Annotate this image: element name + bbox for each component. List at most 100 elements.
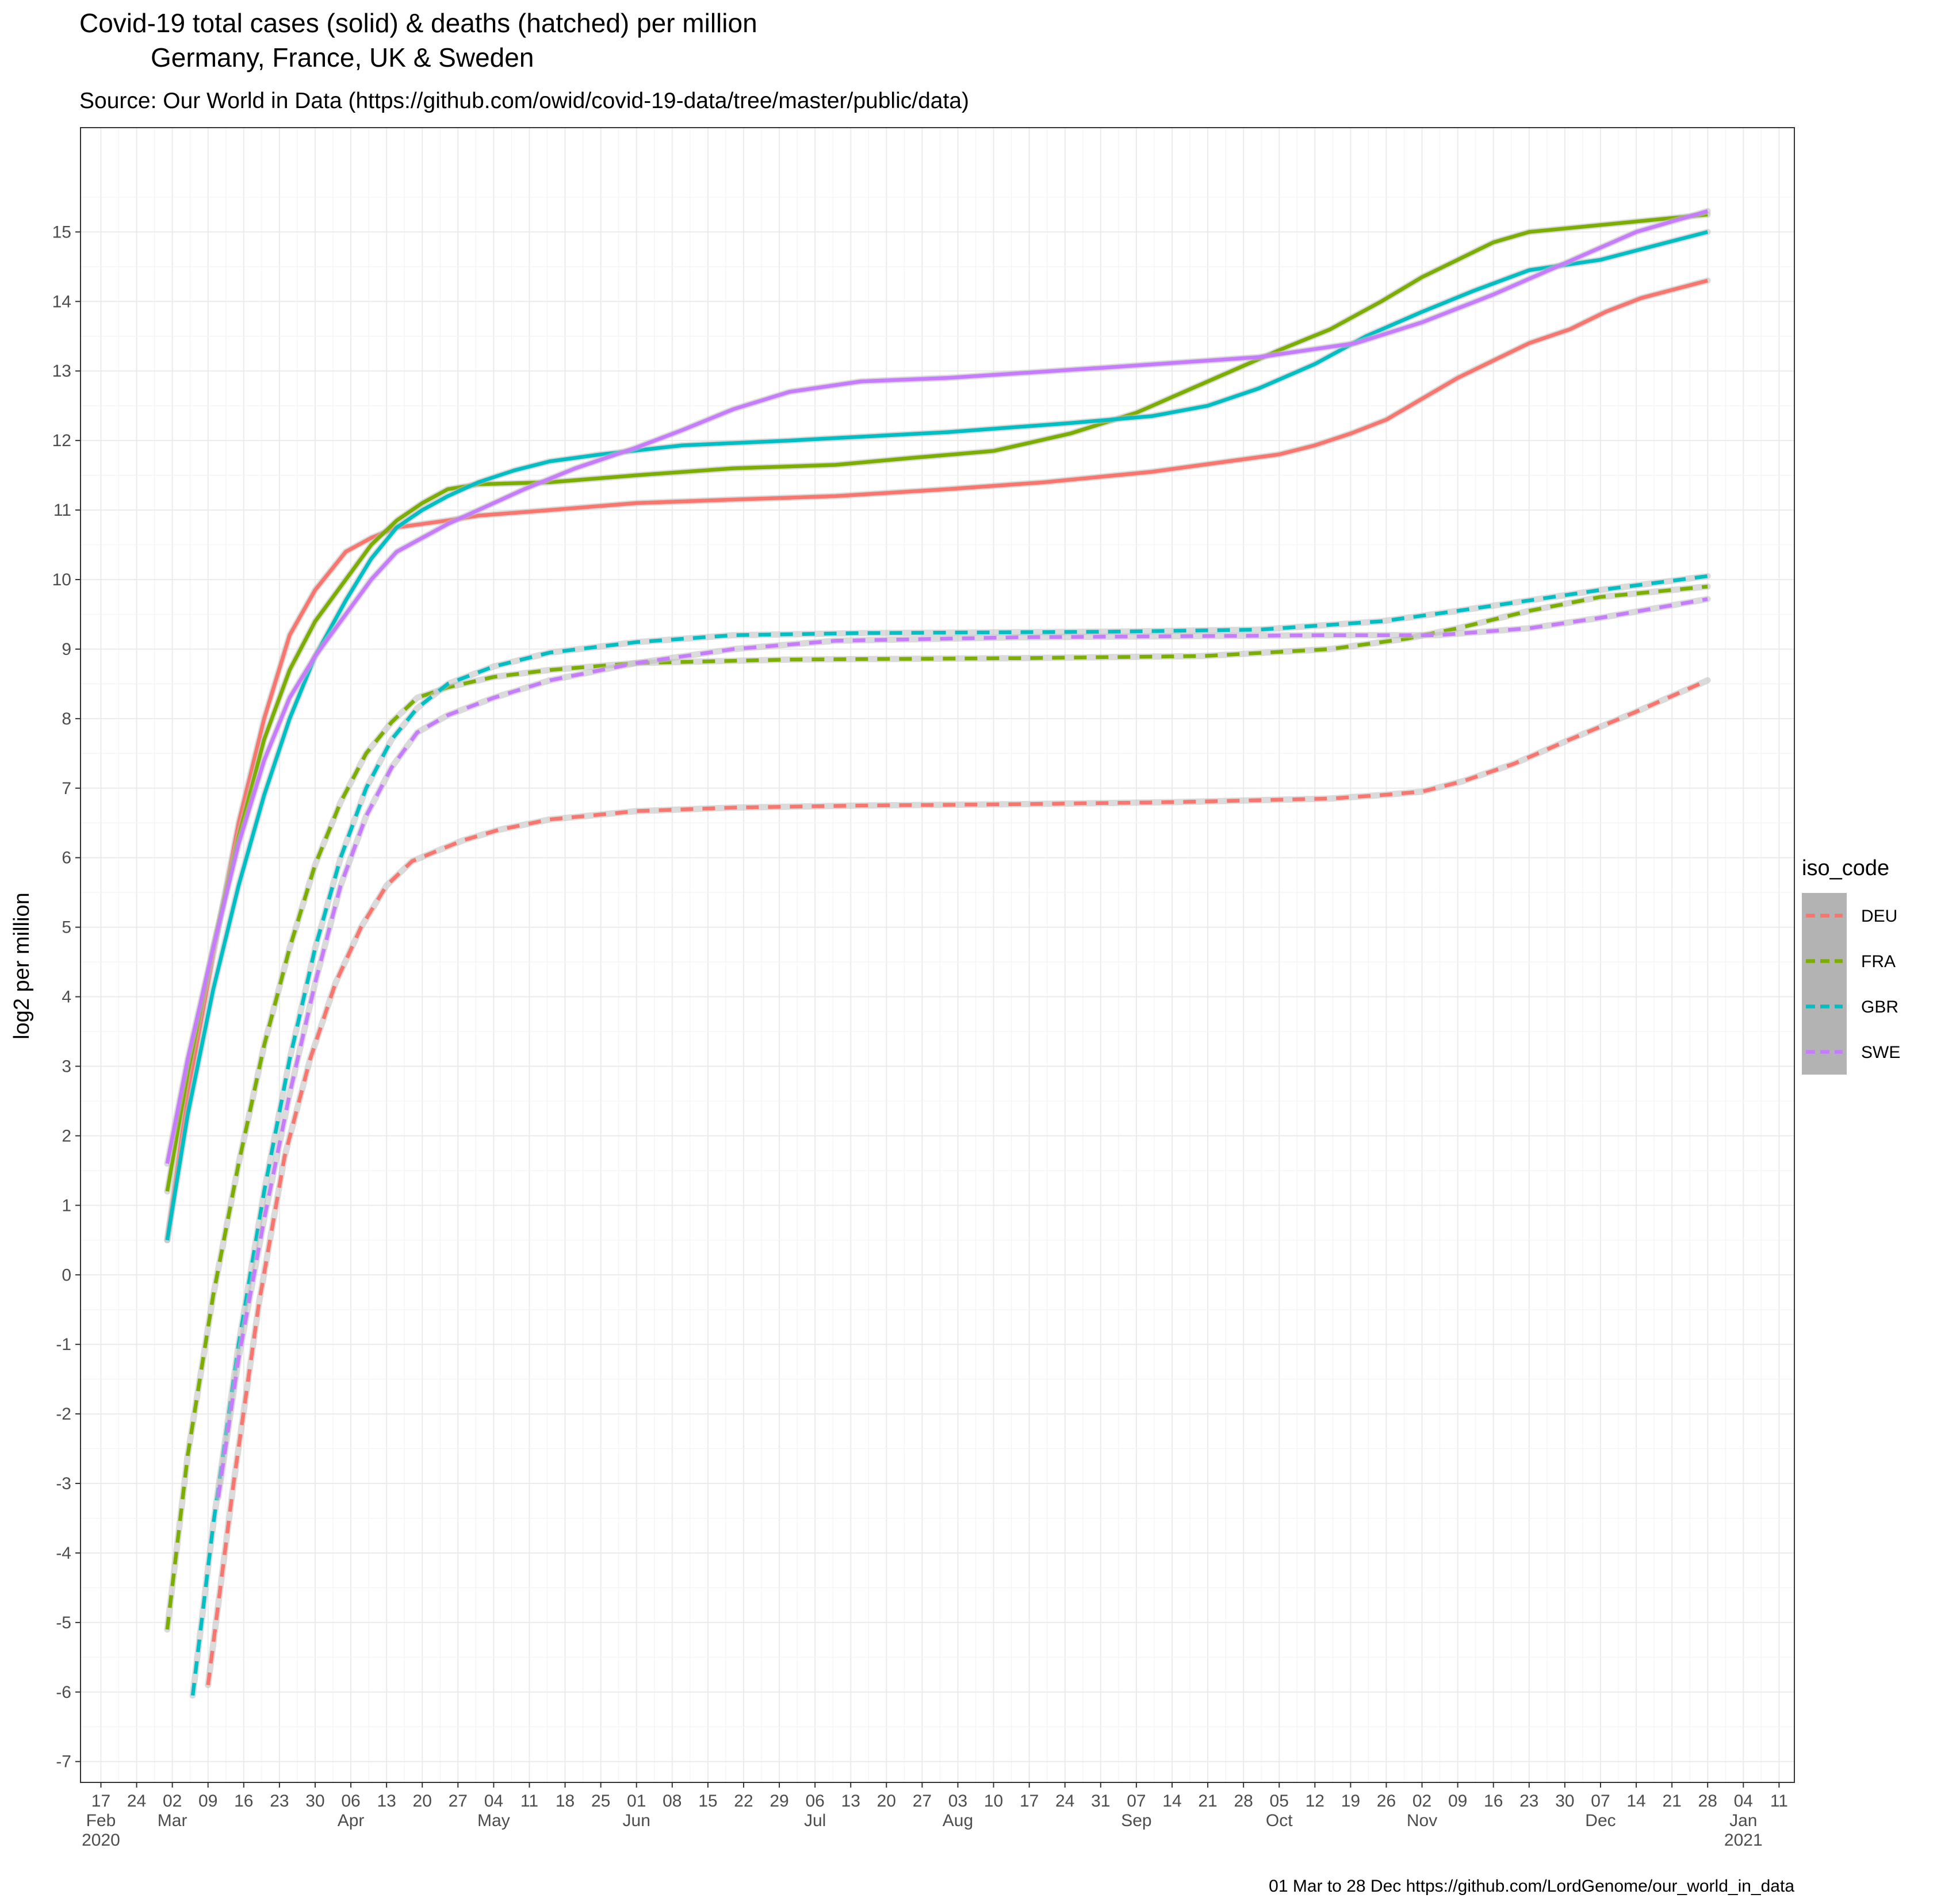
x-tick-label: 27: [913, 1792, 932, 1811]
x-tick-label: 31: [1091, 1792, 1110, 1811]
x-tick-label: Oct: [1266, 1811, 1293, 1830]
x-tick-label: 19: [1341, 1792, 1360, 1811]
legend-label-SWE: SWE: [1861, 1043, 1900, 1062]
y-tick-label: 10: [52, 570, 71, 589]
y-tick-label: 9: [62, 640, 71, 659]
legend-label-FRA: FRA: [1861, 952, 1896, 971]
x-tick-label: 02: [1412, 1792, 1431, 1811]
x-tick-label: 30: [305, 1792, 324, 1811]
y-tick-label: 5: [62, 918, 71, 937]
x-tick-label: 16: [234, 1792, 253, 1811]
y-tick-label: 6: [62, 849, 71, 868]
x-tick-label: 10: [984, 1792, 1003, 1811]
x-tick-label: 06: [805, 1792, 824, 1811]
y-tick-label: -4: [56, 1544, 71, 1563]
x-tick-label: 24: [1055, 1792, 1074, 1811]
x-tick-label: 15: [698, 1792, 717, 1811]
x-tick-label: 14: [1626, 1792, 1645, 1811]
y-tick-label: 4: [62, 988, 71, 1007]
x-tick-label: Feb: [86, 1811, 116, 1830]
y-tick-label: 1: [62, 1196, 71, 1215]
y-tick-label: -7: [56, 1753, 71, 1771]
series-line-SWE-deaths: [216, 597, 1708, 1498]
x-tick-label: 28: [1234, 1792, 1253, 1811]
x-tick-label: May: [477, 1811, 510, 1830]
x-tick-label: 22: [734, 1792, 753, 1811]
x-tick-label: 11: [520, 1792, 538, 1811]
x-tick-label: 06: [341, 1792, 360, 1811]
y-axis-title: log2 per million: [10, 892, 34, 1040]
x-tick-label: 04: [484, 1792, 503, 1811]
x-tick-label: Apr: [338, 1811, 365, 1830]
y-tick-label: 15: [52, 223, 71, 241]
series-line-GBR-cases: [165, 230, 1709, 1241]
y-tick-label: 0: [62, 1266, 71, 1284]
x-tick-label: Mar: [158, 1811, 187, 1830]
x-tick-label: 14: [1162, 1792, 1181, 1811]
chart-title-line2: Germany, France, UK & Sweden: [151, 43, 534, 72]
x-tick-label: Jan: [1729, 1811, 1757, 1830]
x-tick-label: 13: [841, 1792, 860, 1811]
y-tick-label: 14: [52, 292, 71, 311]
x-tick-label: 2021: [1724, 1831, 1763, 1850]
y-tick-label: 13: [52, 362, 71, 381]
x-tick-label: 25: [591, 1792, 610, 1811]
y-tick-label: 3: [62, 1057, 71, 1076]
y-tick-label: -5: [56, 1613, 71, 1632]
x-tick-label: 12: [1306, 1792, 1324, 1811]
series-line-DEU-cases: [165, 278, 1709, 1241]
x-tick-label: 27: [449, 1792, 468, 1811]
x-tick-label: 07: [1591, 1792, 1610, 1811]
x-tick-label: 23: [270, 1792, 289, 1811]
x-tick-label: 29: [770, 1792, 788, 1811]
legend: iso_code DEU FRA GBR SWE: [1802, 856, 1900, 1075]
x-tick-label: 21: [1662, 1792, 1681, 1811]
x-tick-label: 02: [163, 1792, 182, 1811]
x-tick-label: Jul: [804, 1811, 826, 1830]
x-tick-label: Jun: [623, 1811, 650, 1830]
x-tick-label: 13: [377, 1792, 396, 1811]
x-tick-label: 03: [948, 1792, 967, 1811]
series-line-SWE-cases: [165, 209, 1709, 1164]
x-tick-label: 17: [91, 1792, 110, 1811]
x-tick-label: 18: [556, 1792, 575, 1811]
y-tick-label: 11: [53, 501, 71, 520]
grid: [81, 128, 1794, 1782]
y-tick-label: -3: [56, 1474, 71, 1493]
x-tick-label: 05: [1270, 1792, 1289, 1811]
series-line-FRA-cases: [165, 212, 1708, 1192]
x-tick-label: 20: [877, 1792, 896, 1811]
y-tick-label: -2: [56, 1405, 71, 1424]
x-tick-label: 23: [1519, 1792, 1538, 1811]
x-tick-label: 08: [663, 1792, 682, 1811]
x-tick-label: Aug: [943, 1811, 973, 1830]
series-line-DEU-deaths: [206, 678, 1709, 1686]
plot-border: [80, 127, 1795, 1783]
y-tick-label: 2: [62, 1126, 71, 1145]
x-tick-label: Sep: [1121, 1811, 1151, 1830]
chart-subtitle: Source: Our World in Data (https://githu…: [79, 89, 969, 113]
plot-panel: [81, 128, 1794, 1782]
series-line-FRA-deaths: [165, 584, 1708, 1630]
x-tick-label: 20: [413, 1792, 432, 1811]
legend-label-GBR: GBR: [1861, 998, 1898, 1017]
y-tick-label: 8: [62, 710, 71, 728]
x-tick-label: 09: [198, 1792, 217, 1811]
legend-label-DEU: DEU: [1861, 907, 1897, 926]
y-tick-label: -6: [56, 1683, 71, 1702]
x-tick-label: 16: [1484, 1792, 1503, 1811]
x-tick-label: 2020: [82, 1831, 120, 1850]
x-tick-label: 26: [1377, 1792, 1396, 1811]
x-tick-label: 04: [1734, 1792, 1753, 1811]
y-tick-label: 7: [62, 779, 71, 798]
x-tick-label: 17: [1020, 1792, 1039, 1811]
x-tick-label: 30: [1555, 1792, 1574, 1811]
chart-title: Covid-19 total cases (solid) & deaths (h…: [79, 8, 757, 38]
chart-caption: 01 Mar to 28 Dec https://github.com/Lord…: [1269, 1877, 1794, 1896]
legend-title: iso_code: [1802, 856, 1889, 880]
x-tick-label: 07: [1127, 1792, 1146, 1811]
x-tick-label: 01: [627, 1792, 646, 1811]
